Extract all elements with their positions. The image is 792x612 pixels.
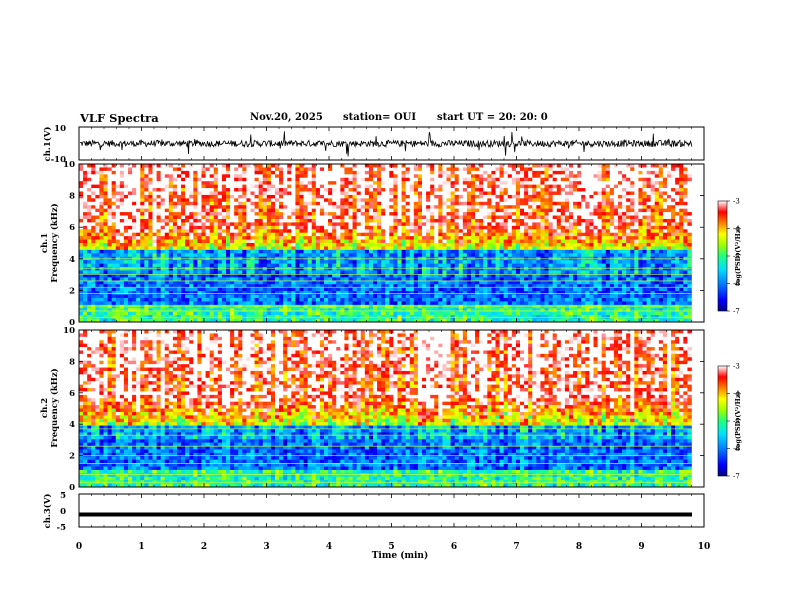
- freq-tick-label: 4: [69, 255, 75, 265]
- start-time-label: start UT = 20: 20: 0: [437, 112, 548, 123]
- freq-tick-label: 4: [69, 420, 75, 430]
- x-tick-label: 0: [76, 542, 82, 552]
- x-tick-label: 8: [576, 542, 582, 552]
- freq-tick-label: 0: [69, 483, 75, 493]
- ch3-ytick-minus5: -5: [57, 523, 67, 533]
- ch3-ytick-0: 0: [60, 507, 66, 517]
- x-tick-label: 3: [263, 542, 269, 552]
- colorbar-tick-label: -7: [733, 473, 740, 481]
- freq-tick-label: 2: [69, 286, 75, 296]
- freq-tick-label: 8: [69, 192, 75, 202]
- colorbar-tick-label: -5: [733, 418, 740, 426]
- colorbar-tick-label: -3: [733, 363, 740, 371]
- ch1-ytick-top: 10: [54, 124, 66, 134]
- x-tick-label: 2: [201, 542, 207, 552]
- x-tick-label: 6: [451, 542, 457, 552]
- freq-tick-label: 0: [69, 318, 75, 328]
- x-tick-label: 4: [326, 542, 332, 552]
- colorbar-tick-label: -5: [733, 253, 740, 261]
- ch1-waveform-line: [79, 131, 693, 157]
- freq-tick-label: 10: [63, 326, 75, 336]
- ch3-ylabel: ch.3(V): [42, 494, 53, 529]
- station-label: station= OUI: [343, 112, 417, 123]
- x-axis-label: Time (min): [372, 550, 429, 561]
- panel-ch2-spectrogram: ch.2 Frequency (kHz) 0 2 4 6 8 10: [40, 326, 705, 493]
- ch2-spec-ylabel-1: ch.2: [40, 398, 50, 418]
- panel-ch3-waveform: 5 0 -5 ch.3(V): [42, 491, 705, 533]
- freq-tick-label: 6: [69, 223, 75, 233]
- freq-tick-label: 6: [69, 389, 75, 399]
- ch1-spec-ylabel-1: ch.1: [40, 233, 50, 253]
- x-tick-label: 1: [138, 542, 144, 552]
- colorbar-ch2-label: log(PSD)(V²/Hz): [734, 392, 742, 451]
- freq-tick-label: 2: [69, 452, 75, 462]
- colorbar-tick-label: -4: [733, 390, 740, 398]
- colorbar-tick-label: -6: [733, 280, 740, 288]
- colorbar-tick-label: -3: [733, 198, 740, 206]
- x-tick-label: 9: [638, 542, 644, 552]
- chart-title: VLF Spectra: [80, 111, 159, 125]
- colorbar-ch1: -3 -4 -5 -6 -7 log(PSD)(V²/Hz): [717, 198, 742, 316]
- ch1-spectrogram-image: [79, 164, 692, 323]
- colorbar-tick-label: -4: [733, 225, 740, 233]
- x-tick-label: 10: [698, 542, 711, 552]
- date-label: Nov.20, 2025: [250, 112, 323, 123]
- ch3-ytick-5: 5: [60, 491, 66, 501]
- panel-ch1-spectrogram: ch.1 Frequency (kHz) 0 2 4 6 8 10: [40, 160, 705, 328]
- x-axis: 0 1 2 3 4 5 6 7 8 9 10: [76, 127, 710, 552]
- colorbar-ch1-label: log(PSD)(V²/Hz): [734, 227, 742, 286]
- x-tick-label: 7: [513, 542, 519, 552]
- ch2-spectrogram-image: [79, 330, 692, 488]
- ch1-ytick-bottom: -10: [51, 155, 66, 165]
- ch1-spec-ylabel-2: Frequency (kHz): [49, 203, 60, 282]
- freq-tick-label: 10: [63, 160, 75, 170]
- freq-tick-label: 8: [69, 357, 75, 367]
- colorbar-tick-label: -6: [733, 445, 740, 453]
- x-tick-label: 5: [388, 542, 394, 552]
- colorbar-tick-label: -7: [733, 308, 740, 316]
- panel-ch1-waveform: 10 -10 ch.1(V): [42, 124, 705, 165]
- ch1-ylabel: ch.1(V): [42, 127, 53, 162]
- colorbar-ch2: -3 -4 -5 -6 -7 log(PSD)(V²/Hz): [717, 363, 742, 481]
- ch2-spec-ylabel-2: Frequency (kHz): [49, 368, 60, 447]
